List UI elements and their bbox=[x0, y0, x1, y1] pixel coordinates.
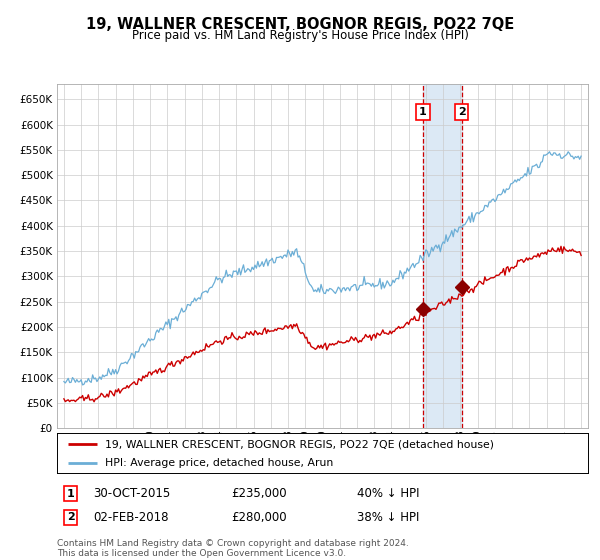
Text: 2: 2 bbox=[67, 512, 74, 522]
Text: £235,000: £235,000 bbox=[231, 487, 287, 501]
Text: £280,000: £280,000 bbox=[231, 511, 287, 524]
Text: 19, WALLNER CRESCENT, BOGNOR REGIS, PO22 7QE (detached house): 19, WALLNER CRESCENT, BOGNOR REGIS, PO22… bbox=[105, 439, 494, 449]
Text: 02-FEB-2018: 02-FEB-2018 bbox=[93, 511, 169, 524]
Text: Contains HM Land Registry data © Crown copyright and database right 2024.: Contains HM Land Registry data © Crown c… bbox=[57, 539, 409, 548]
Text: Price paid vs. HM Land Registry's House Price Index (HPI): Price paid vs. HM Land Registry's House … bbox=[131, 29, 469, 41]
Text: This data is licensed under the Open Government Licence v3.0.: This data is licensed under the Open Gov… bbox=[57, 549, 346, 558]
Text: 40% ↓ HPI: 40% ↓ HPI bbox=[357, 487, 419, 501]
Text: 19, WALLNER CRESCENT, BOGNOR REGIS, PO22 7QE: 19, WALLNER CRESCENT, BOGNOR REGIS, PO22… bbox=[86, 17, 514, 32]
Text: HPI: Average price, detached house, Arun: HPI: Average price, detached house, Arun bbox=[105, 458, 333, 468]
Bar bbox=[423, 84, 462, 428]
Text: 30-OCT-2015: 30-OCT-2015 bbox=[93, 487, 170, 501]
Text: 38% ↓ HPI: 38% ↓ HPI bbox=[357, 511, 419, 524]
Text: 1: 1 bbox=[67, 489, 74, 499]
Text: 1: 1 bbox=[419, 107, 427, 117]
Text: 2: 2 bbox=[458, 107, 466, 117]
